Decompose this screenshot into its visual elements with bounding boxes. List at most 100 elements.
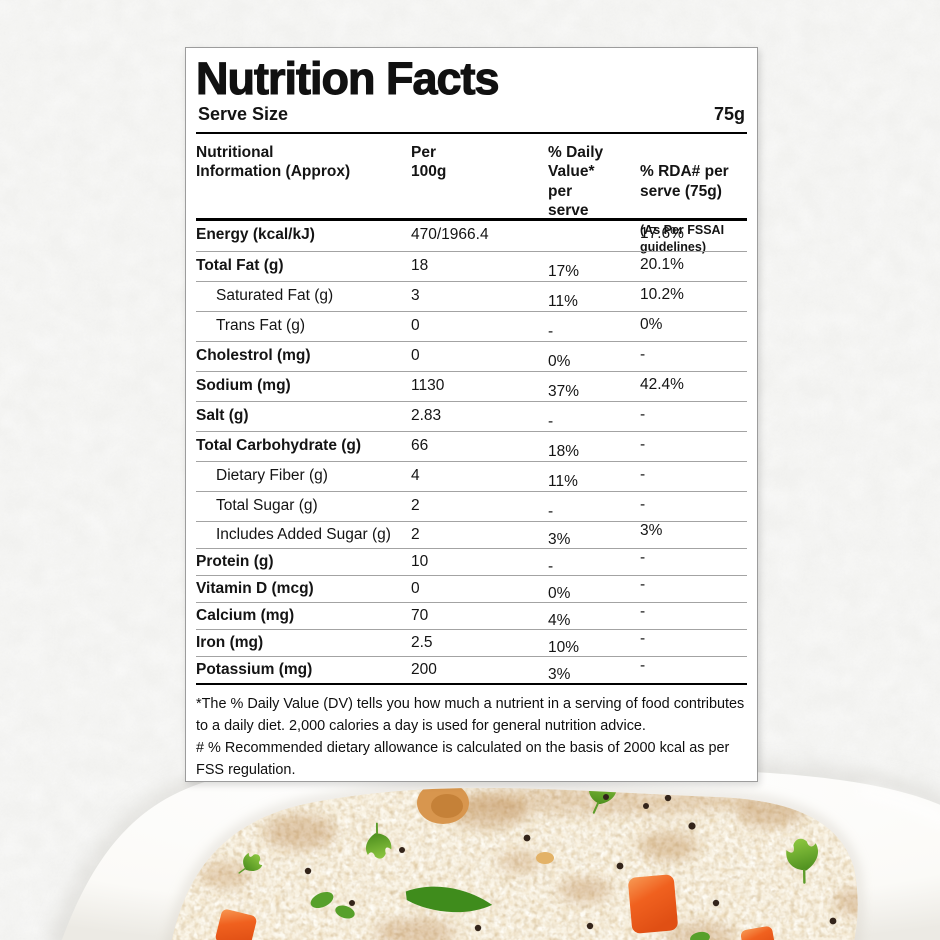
- rda-percent: -: [640, 495, 646, 513]
- label-title: Nutrition Facts: [195, 53, 500, 104]
- header-per-100g: Per 100g: [411, 143, 447, 181]
- per-100g-value: 0: [411, 579, 420, 597]
- daily-value-percent: 0%: [548, 584, 571, 602]
- rda-percent: -: [640, 405, 646, 423]
- nutrient-row-added-sugar: Includes Added Sugar (g) 2 3% 3%: [196, 520, 747, 548]
- nutrient-name: Total Carbohydrate (g): [196, 436, 362, 454]
- rda-percent: -: [640, 629, 646, 647]
- nutrient-name: Sodium (mg): [196, 376, 291, 394]
- daily-value-percent: 10%: [548, 638, 580, 656]
- footnotes: *The % Daily Value (DV) tells you how mu…: [196, 682, 747, 781]
- daily-value-percent: 3%: [548, 530, 571, 548]
- per-100g-value: 0: [411, 316, 420, 334]
- nutrient-name: Saturated Fat (g): [216, 286, 334, 304]
- daily-value-percent: 18%: [548, 442, 580, 460]
- daily-value-percent: -: [548, 322, 554, 340]
- per-100g-value: 1130: [411, 376, 445, 394]
- nutrient-row-cholestrol: Cholestrol (mg) 0 0% -: [196, 340, 747, 371]
- daily-value-percent: 17%: [548, 262, 580, 280]
- rda-percent: -: [640, 602, 646, 620]
- per-100g-value: 18: [411, 256, 429, 274]
- header-rda-main: % RDA# per serve (75g): [640, 163, 729, 200]
- per-100g-value: 200: [411, 660, 437, 678]
- daily-value-footnote: *The % Daily Value (DV) tells you how mu…: [196, 694, 745, 734]
- nutrient-row-trans-fat: Trans Fat (g) 0 - 0%: [196, 310, 747, 341]
- per-100g-value: 2: [411, 525, 420, 543]
- per-100g-value: 470/1966.4: [411, 225, 489, 243]
- per-100g-value: 3: [411, 286, 420, 304]
- nutrient-name: Total Fat (g): [196, 256, 284, 274]
- nutrient-name: Trans Fat (g): [216, 316, 305, 334]
- cashew-pieces: [417, 788, 554, 864]
- rda-percent: -: [640, 548, 646, 566]
- nutrient-name: Dietary Fiber (g): [216, 466, 328, 484]
- rda-percent: -: [640, 575, 646, 593]
- serve-size-value: 75g: [713, 103, 745, 124]
- header-rda-note: (As Per FSSAI guidelines): [640, 223, 725, 254]
- per-100g-value: 0: [411, 346, 420, 364]
- daily-value-percent: -: [548, 557, 554, 575]
- per-100g-value: 2.83: [411, 406, 442, 424]
- daily-value-percent: [548, 221, 640, 251]
- daily-value-percent: 3%: [548, 665, 571, 683]
- nutrient-row-protein: Protein (g) 10 - -: [196, 547, 747, 575]
- nutrient-name: Total Sugar (g): [216, 496, 318, 514]
- nutrient-name: Protein (g): [196, 552, 274, 570]
- nutrient-row-total-sugar: Total Sugar (g) 2 - -: [196, 490, 747, 521]
- nutrition-facts-label: Nutrition Facts Serve Size 75g Nutrition…: [185, 47, 758, 782]
- nutrient-name: Vitamin D (mcg): [196, 579, 314, 597]
- nutrient-row-saturated-fat: Saturated Fat (g) 3 11% 10.2%: [196, 280, 747, 311]
- rda-percent: -: [640, 465, 646, 483]
- nutrient-row-potassium: Potassium (mg) 200 3% -: [196, 655, 747, 683]
- rda-percent: 3%: [640, 521, 663, 539]
- serve-size-label: Serve Size: [198, 103, 289, 124]
- rda-percent: -: [640, 435, 646, 453]
- daily-value-percent: 4%: [548, 611, 571, 629]
- daily-value-percent: 11%: [548, 472, 578, 490]
- rim-highlight: [858, 785, 940, 825]
- header-rda: % RDA# per serve (75g) (As Per FSSAI gui…: [640, 143, 747, 274]
- per-100g-value: 2: [411, 496, 420, 514]
- pea-pieces: [310, 891, 710, 940]
- nutrient-row-sodium: Sodium (mg) 1130 37% 42.4%: [196, 370, 747, 401]
- rda-percent: -: [640, 345, 646, 363]
- per-100g-value: 2.5: [411, 633, 433, 651]
- nutrient-row-vitamin-d: Vitamin D (mcg) 0 0% -: [196, 574, 747, 602]
- per-100g-value: 10: [411, 552, 429, 570]
- rda-percent: 0%: [640, 315, 663, 333]
- daily-value-percent: 11%: [548, 292, 578, 310]
- daily-value-percent: -: [548, 502, 554, 520]
- nutrient-row-total-carbohydrate: Total Carbohydrate (g) 66 18% -: [196, 430, 747, 461]
- rda-percent: 10.2%: [640, 285, 684, 303]
- nutrient-name: Calcium (mg): [196, 606, 295, 624]
- rda-percent: 42.4%: [640, 375, 684, 393]
- rda-percent: 17.6%: [640, 224, 684, 242]
- nutrient-name: Includes Added Sugar (g): [216, 525, 391, 543]
- daily-value-percent: -: [548, 412, 554, 430]
- upma-food: [170, 788, 858, 940]
- carrot-pieces: [215, 874, 776, 940]
- header-nutritional-information: Nutritional Information (Approx): [196, 143, 351, 181]
- nutrient-name: Salt (g): [196, 406, 249, 424]
- nutrient-name: Potassium (mg): [196, 660, 313, 678]
- serve-size-row: Serve Size 75g: [196, 103, 747, 134]
- table-header: Nutritional Information (Approx) Per 100…: [196, 134, 747, 254]
- mustard-seeds: [304, 794, 837, 932]
- header-daily-value: % Daily Value* per serve: [548, 143, 604, 219]
- cilantro-leaves: [170, 788, 827, 915]
- rda-footnote: # % Recommended dietary allowance is cal…: [196, 738, 730, 778]
- daily-value-percent: 0%: [548, 352, 571, 370]
- nutrient-row-dietary-fiber: Dietary Fiber (g) 4 11% -: [196, 460, 747, 491]
- nutrient-table: Energy (kcal/kJ) 470/1966.4 17.6% Total …: [196, 221, 747, 683]
- nutrient-row-iron: Iron (mg) 2.5 10% -: [196, 628, 747, 656]
- rda-percent: 20.1%: [640, 255, 684, 273]
- nutrient-name: Cholestrol (mg): [196, 346, 311, 364]
- nutrient-row-calcium: Calcium (mg) 70 4% -: [196, 601, 747, 629]
- per-100g-value: 70: [411, 606, 429, 624]
- daily-value-percent: 37%: [548, 382, 580, 400]
- per-100g-value: 4: [411, 466, 420, 484]
- nutrient-name: Iron (mg): [196, 633, 264, 651]
- nutrient-row-total-fat: Total Fat (g) 18 17% 20.1%: [196, 250, 747, 281]
- nutrient-row-salt: Salt (g) 2.83 - -: [196, 400, 747, 431]
- nutrient-row-energy: Energy (kcal/kJ) 470/1966.4 17.6%: [196, 221, 747, 251]
